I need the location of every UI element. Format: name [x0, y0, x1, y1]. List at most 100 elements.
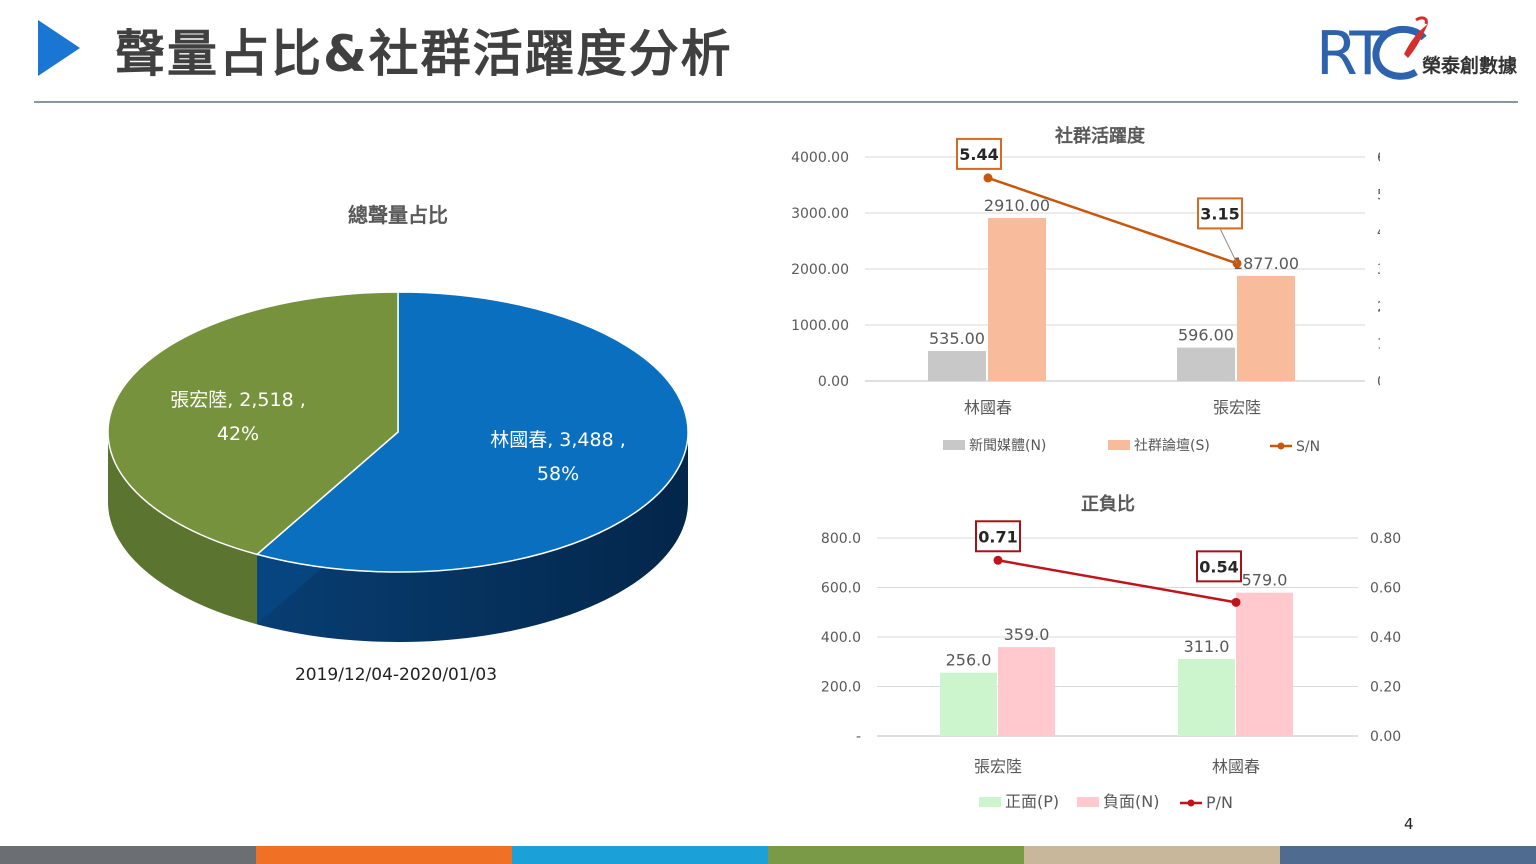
ratio-label-box — [956, 137, 1002, 170]
bar — [940, 672, 997, 736]
bar — [998, 647, 1055, 736]
footer-segment — [768, 846, 1024, 864]
rtc-logo-icon: RT — [1316, 16, 1428, 82]
bar — [928, 351, 986, 381]
social-activity-chart: 社群活躍度 0.001000.002000.003000.004000.000.… — [791, 125, 1380, 455]
y-left-tick-label: 0.00 — [818, 374, 849, 390]
bar-data-label: 359.0 — [1004, 625, 1050, 644]
ratio-data-label: 5.44 — [959, 145, 998, 164]
y-right-tick-label: 0.00 — [1370, 729, 1401, 745]
footer-segment — [512, 846, 768, 864]
bar — [1237, 275, 1295, 381]
category-label: 張宏陸 — [1213, 398, 1261, 417]
pie-side-1 — [108, 432, 258, 625]
social-chart-title: 社群活躍度 — [1055, 125, 1146, 147]
legend-swatch — [1108, 440, 1130, 450]
legend-swatch — [1077, 797, 1099, 807]
bar-data-label: 256.0 — [946, 651, 992, 670]
legend-label: P/N — [1206, 793, 1233, 812]
y-right-tick-label: 0.80 — [1370, 531, 1401, 547]
sentiment-plot-area: - 200.0 400.0 600.0 800.0 0.00 0.20 0.40 0.60 0.8… — [821, 520, 1401, 812]
bar-data-label: 1877.00 — [1233, 254, 1299, 273]
pie-label: 林國春, 3,488 , — [490, 429, 626, 451]
category-label: 林國春 — [1212, 757, 1260, 776]
pie-label: 張宏陸, 2,518 , — [170, 389, 306, 411]
y-right-tick-label: 3.00 — [1377, 262, 1380, 278]
y-left-tick-label: - — [856, 729, 861, 745]
legend-line-marker — [1277, 442, 1285, 450]
pie-date-range: 2019/12/04-2020/01/03 — [295, 665, 497, 685]
ratio-line — [987, 176, 1238, 265]
bar-data-label: 2910.00 — [984, 196, 1050, 215]
header-divider — [34, 101, 1518, 103]
legend-line-marker — [1187, 799, 1195, 807]
y-right-tick-label: 0.00 — [1377, 374, 1380, 390]
pie-slice-1 — [107, 291, 399, 556]
footer-segment — [1280, 846, 1536, 864]
legend-swatch — [979, 797, 1001, 807]
category-label: 林國春 — [964, 398, 1012, 417]
legend-label: 新聞媒體(N) — [969, 438, 1046, 454]
logo-text: 榮泰創數據 — [1422, 55, 1518, 77]
footer-segment — [1024, 846, 1280, 864]
y-left-tick-label: 800.0 — [821, 531, 861, 547]
leader-line — [1219, 228, 1238, 264]
pie-slice-0 — [255, 291, 689, 573]
y-left-tick-label: 3000.00 — [791, 206, 849, 222]
bar-data-label: 535.00 — [929, 329, 985, 348]
sentiment-ratio-chart: 正負比 - 200.0 400.0 600.0 800.0 0.00 0.20 0.40 0.6… — [821, 493, 1401, 812]
y-left-tick-label: 4000.00 — [791, 150, 849, 166]
bar — [988, 218, 1046, 381]
y-left-tick-label: 200.0 — [821, 680, 861, 696]
y-left-tick-label: 2000.00 — [791, 262, 849, 278]
ratio-point — [993, 555, 1003, 565]
pie-title: 總聲量占比 — [348, 203, 448, 227]
footer-segment — [0, 846, 256, 864]
bar-data-label: 596.00 — [1178, 326, 1234, 345]
bar — [1177, 347, 1235, 381]
ratio-label-box — [975, 520, 1021, 553]
page-number: 4 — [1404, 815, 1414, 833]
ratio-data-label: 0.71 — [978, 527, 1017, 546]
social-plot-area: 0.00 1000.00 2000.00 3000.00 4000.00 0.00 1.00… — [791, 137, 1380, 455]
y-right-tick-label: 0.40 — [1370, 630, 1401, 646]
ratio-data-label: 3.15 — [1200, 204, 1239, 223]
ratio-label-box — [1197, 197, 1243, 230]
pie-chart: 總聲量占比 林國春, 3,488 , 58% 張宏陸, 2,518 , 42% 201… — [107, 203, 689, 685]
pie-side-0 — [257, 432, 689, 643]
ratio-point — [1231, 597, 1241, 607]
y-right-tick-label: 0.60 — [1370, 581, 1401, 597]
ratio-line — [997, 559, 1237, 604]
slide-title: 聲量占比&社群活躍度分析 — [115, 25, 733, 83]
ratio-point — [983, 173, 993, 183]
pie-percent-label: 42% — [217, 423, 259, 445]
slide-header: 聲量占比&社群活躍度分析 RT 榮泰創數據 — [0, 0, 1536, 110]
legend-label: 負面(N) — [1103, 792, 1159, 811]
y-left-tick-label: 1000.00 — [791, 318, 849, 334]
sentiment-chart-title: 正負比 — [1081, 493, 1135, 515]
legend-label: S/N — [1296, 439, 1320, 455]
ratio-data-label: 0.54 — [1199, 557, 1238, 576]
y-right-tick-label: 6.00 — [1377, 150, 1380, 166]
y-right-tick-label: 0.20 — [1370, 680, 1401, 696]
category-label: 張宏陸 — [974, 757, 1022, 776]
y-left-tick-label: 400.0 — [821, 630, 861, 646]
legend-label: 社群論壇(S) — [1134, 437, 1210, 454]
bar — [1236, 592, 1293, 736]
y-right-tick-label: 2.00 — [1377, 299, 1380, 315]
y-right-tick-label: 1.00 — [1377, 337, 1380, 353]
ratio-label-box — [1196, 550, 1242, 583]
y-right-tick-label: 5.00 — [1377, 187, 1380, 203]
bar-data-label: 311.0 — [1184, 637, 1230, 656]
footer-segment — [256, 846, 512, 864]
legend-label: 正面(P) — [1005, 792, 1059, 811]
y-left-tick-label: 600.0 — [821, 581, 861, 597]
title-arrow-icon — [38, 20, 80, 76]
pie-percent-label: 58% — [537, 463, 579, 485]
bar-data-label: 579.0 — [1242, 571, 1288, 590]
legend-swatch — [943, 440, 965, 450]
footer-color-bar — [0, 846, 1536, 864]
bar — [1178, 659, 1235, 736]
pie-body: 林國春, 3,488 , 58% 張宏陸, 2,518 , 42% — [107, 291, 689, 643]
y-right-tick-label: 4.00 — [1377, 225, 1380, 241]
